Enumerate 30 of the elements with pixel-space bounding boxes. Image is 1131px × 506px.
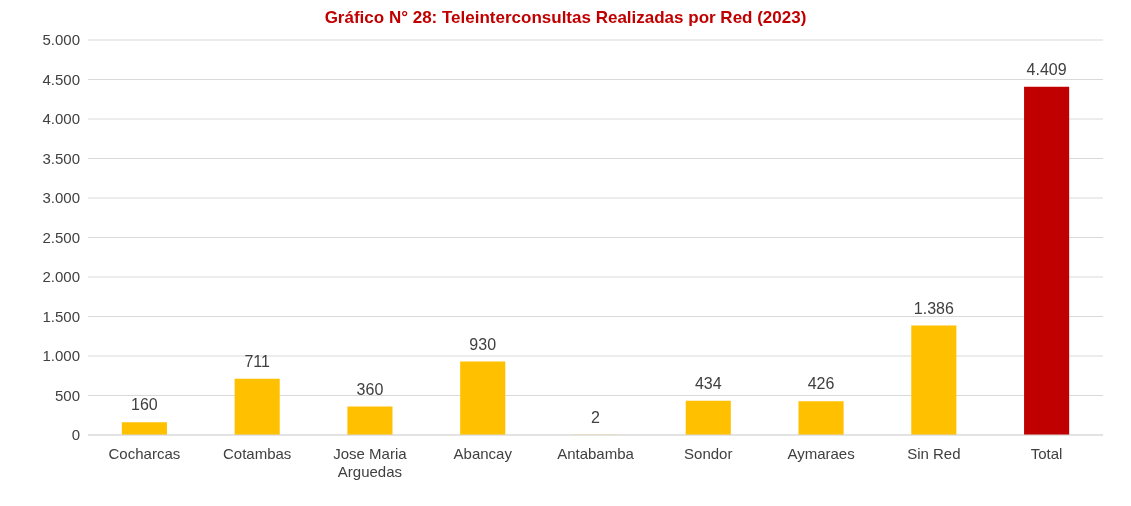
y-tick-label: 5.000 bbox=[42, 31, 80, 49]
chart-title: Gráfico N° 28: Teleinterconsultas Realizadas por Red (2023) bbox=[323, 8, 808, 29]
data-label: 360 bbox=[356, 380, 384, 398]
x-tick-label: Cotambas bbox=[222, 445, 292, 462]
x-tick-label: Total bbox=[1030, 445, 1063, 462]
x-tick-label: Cocharcas bbox=[108, 445, 181, 462]
y-tick-label: 1.500 bbox=[42, 307, 80, 325]
x-tick-label: Jose Maria Arguedas bbox=[333, 445, 408, 480]
y-tick-label: 2.500 bbox=[42, 228, 80, 246]
data-label: 711 bbox=[244, 352, 271, 370]
x-tick-label: Sin Red bbox=[907, 445, 961, 462]
data-label: 4.409 bbox=[1026, 60, 1067, 78]
data-label: 160 bbox=[131, 396, 158, 414]
y-tick-label: 500 bbox=[54, 386, 80, 404]
data-label: 1.386 bbox=[913, 299, 954, 317]
y-tick-label: 3.500 bbox=[42, 149, 80, 167]
data-label: 426 bbox=[807, 375, 835, 393]
x-tick-label: Sondor bbox=[684, 445, 733, 462]
data-label: 2 bbox=[591, 408, 601, 426]
y-tick-label: 4.000 bbox=[42, 110, 80, 128]
y-tick-label: 2.000 bbox=[42, 268, 80, 286]
x-tick-label: Aymaraes bbox=[787, 445, 855, 462]
x-tick-label: Antabamba bbox=[557, 445, 635, 462]
y-tick-label: 0 bbox=[71, 426, 80, 444]
y-tick-label: 4.500 bbox=[42, 70, 80, 88]
data-label: 434 bbox=[694, 374, 722, 392]
x-tick-label: Abancay bbox=[453, 445, 513, 462]
y-tick-label: 3.000 bbox=[42, 189, 80, 207]
y-tick-label: 1.000 bbox=[42, 347, 80, 365]
data-label: 930 bbox=[469, 335, 497, 353]
